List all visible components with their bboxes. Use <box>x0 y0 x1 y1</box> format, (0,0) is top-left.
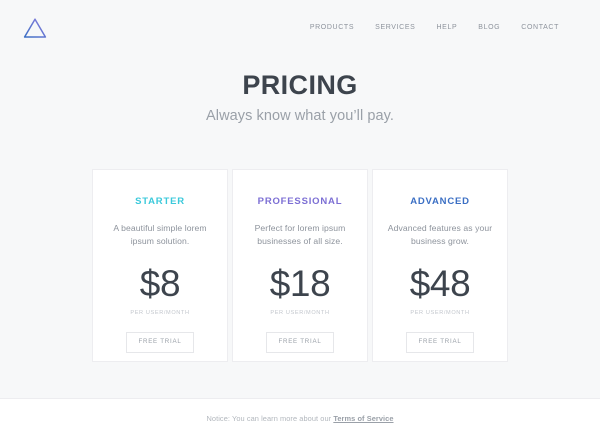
pricing-cards-container: STARTER A beautiful simple lorem ipsum s… <box>0 168 600 362</box>
triangle-outline-logo-icon <box>23 17 47 38</box>
free-trial-button[interactable]: FREE TRIAL <box>126 332 194 353</box>
pricing-card-starter: STARTER A beautiful simple lorem ipsum s… <box>92 168 228 362</box>
page-title: PRICING <box>242 70 358 100</box>
plan-description: Perfect for lorem ipsum businesses of al… <box>254 222 346 246</box>
plan-billing-period: PER USER/MONTH <box>270 310 330 317</box>
nav-item-services[interactable]: SERVICES <box>375 24 416 31</box>
footer-notice: Notice: You can learn more about our Ter… <box>206 414 393 423</box>
page-subtitle: Always know what you’ll pay. <box>206 107 394 124</box>
nav-item-products[interactable]: PRODUCTS <box>309 24 355 31</box>
main-navigation: PRODUCTS SERVICES HELP BLOG CONTACT <box>310 24 559 31</box>
footer-notice-text: Notice: You can learn more about our <box>206 414 334 423</box>
plan-price: $48 <box>409 263 471 305</box>
pricing-card-advanced: ADVANCED Advanced features as your busin… <box>372 168 508 362</box>
free-trial-button[interactable]: FREE TRIAL <box>266 332 334 353</box>
nav-item-contact[interactable]: CONTACT <box>521 24 559 31</box>
plan-name: PROFESSIONAL <box>257 195 343 207</box>
plan-billing-period: PER USER/MONTH <box>410 310 470 317</box>
logo-link[interactable] <box>22 16 48 40</box>
pricing-card-professional: PROFESSIONAL Perfect for lorem ipsum bus… <box>232 168 368 362</box>
plan-name: STARTER <box>135 195 185 207</box>
plan-name: ADVANCED <box>410 195 470 207</box>
hero-section: PRICING Always know what you’ll pay. <box>0 55 600 124</box>
free-trial-button[interactable]: FREE TRIAL <box>406 332 474 353</box>
plan-billing-period: PER USER/MONTH <box>130 310 190 317</box>
plan-price: $18 <box>269 263 331 305</box>
plan-description: A beautiful simple lorem ipsum solution. <box>113 222 207 246</box>
site-header: PRODUCTS SERVICES HELP BLOG CONTACT <box>0 0 600 55</box>
terms-of-service-link[interactable]: Terms of Service <box>333 414 394 423</box>
plan-description: Advanced features as your business grow. <box>387 222 493 246</box>
site-footer: Notice: You can learn more about our Ter… <box>0 398 600 438</box>
nav-item-help[interactable]: HELP <box>436 24 458 31</box>
nav-item-blog[interactable]: BLOG <box>478 24 501 31</box>
plan-price: $8 <box>139 263 181 305</box>
